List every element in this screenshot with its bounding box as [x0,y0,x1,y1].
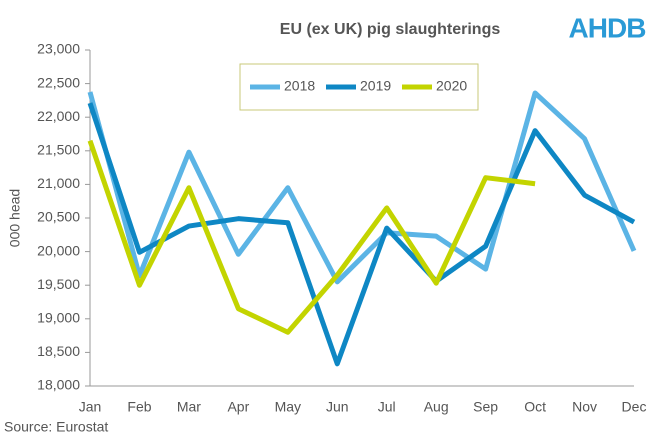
logo: AHDB [569,12,646,43]
y-axis-label: 000 head [7,189,23,247]
series-line [87,139,536,335]
x-tick-label: Jul [378,399,396,415]
x-tick-label: Jan [79,399,102,415]
y-tick-label: 20,000 [37,242,80,258]
source: Source: Eurostat [4,419,108,435]
y-tick-label: 20,500 [37,209,80,225]
y-tick-label: 21,000 [37,175,80,191]
x-tick-label: Mar [177,399,201,415]
y-tick-label: 22,500 [37,74,80,90]
x-tick-label: Jun [326,399,349,415]
legend-label: 2018 [284,78,315,94]
x-tick-label: Aug [424,399,449,415]
y-tick-label: 18,000 [37,377,80,393]
y-tick-label: 21,500 [37,142,80,158]
series-line [87,90,637,285]
x-tick-label: Nov [572,399,597,415]
x-tick-label: Apr [227,399,249,415]
y-tick-label: 23,000 [37,41,80,57]
x-tick-label: May [275,399,301,415]
x-tick-label: Sep [473,399,498,415]
chart-title: EU (ex UK) pig slaughterings [280,21,501,38]
series-line [87,102,636,367]
x-tick-label: Oct [524,399,546,415]
x-tick-label: Feb [127,399,151,415]
y-tick-label: 22,000 [37,108,80,124]
legend-label: 2019 [360,78,391,94]
x-tick-label: Dec [622,399,647,415]
y-tick-label: 19,500 [37,276,80,292]
legend-label: 2020 [436,78,467,94]
y-tick-label: 18,500 [37,343,80,359]
y-tick-label: 19,000 [37,310,80,326]
